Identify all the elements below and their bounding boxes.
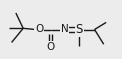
Text: N: N: [61, 24, 69, 35]
Text: O: O: [35, 24, 43, 35]
Text: S: S: [76, 23, 83, 36]
Text: O: O: [46, 42, 55, 52]
